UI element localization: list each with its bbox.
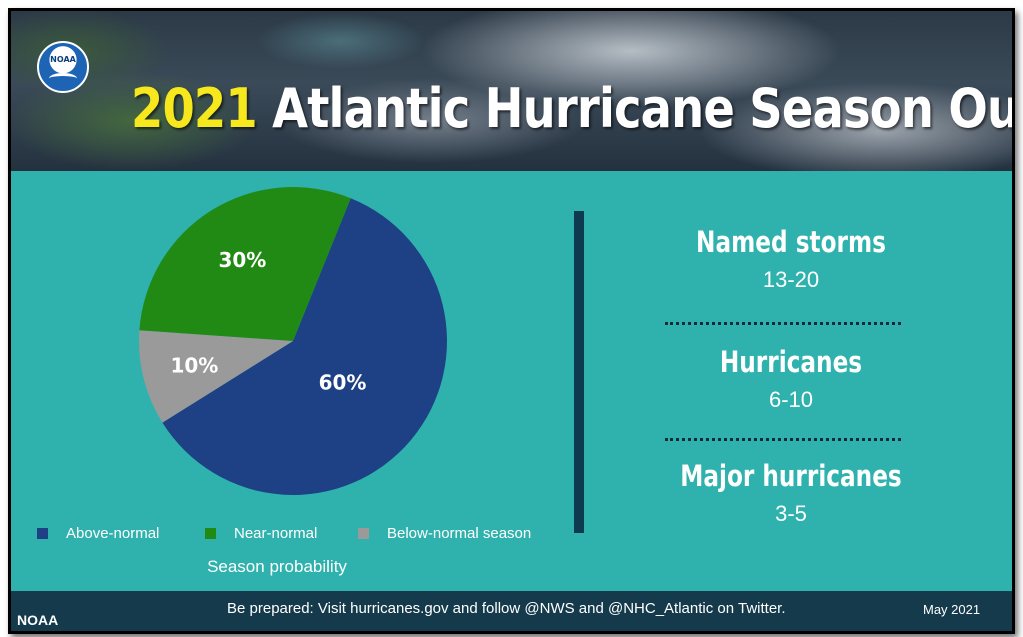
vertical-divider [574, 211, 584, 533]
stat-separator [665, 322, 901, 325]
legend-swatch-above-normal [37, 527, 48, 539]
stat-separator [665, 438, 901, 441]
page-title: 2021 Atlantic Hurricane Season Outlook [131, 69, 1012, 149]
pie-label-below-normal: 10% [170, 354, 218, 378]
footer-org: NOAA [17, 612, 59, 628]
title-text: Atlantic Hurricane Season Outlook [272, 77, 1012, 140]
footer-bar: NOAA Be prepared: Visit hurricanes.gov a… [11, 591, 1012, 631]
logo-text: NOAA [50, 55, 76, 64]
pie-label-near-normal: 30% [218, 248, 266, 272]
title-year: 2021 [131, 77, 258, 140]
pie-label-above-normal: 60% [319, 371, 367, 395]
pie-chart: 60% 10% 30% [139, 186, 447, 495]
header-banner: NOAA 2021 Atlantic Hurricane Season Outl… [11, 11, 1012, 171]
stat-value-named-storms: 13-20 [762, 267, 820, 292]
pie-slice-near-normal [139, 186, 351, 341]
footer-date: May 2021 [923, 602, 981, 617]
chart-xlabel: Season probability [207, 557, 347, 576]
legend-swatch-near-normal [205, 527, 216, 539]
legend-label-below-normal: Below-normal season [387, 524, 532, 542]
stat-label-named-storms: Named storms [696, 225, 886, 259]
legend-label-near-normal: Near-normal [234, 524, 318, 542]
legend-item-below-normal: Below-normal season [358, 523, 531, 543]
pie-slice-above-normal [162, 198, 447, 495]
footer-message: Be prepared: Visit hurricanes.gov and fo… [227, 600, 786, 617]
stat-value-major-hurricanes: 3-5 [775, 501, 807, 526]
stat-label-hurricanes: Hurricanes [719, 345, 863, 379]
noaa-logo: NOAA [37, 41, 89, 93]
legend-item-near-normal: Near-normal [205, 523, 317, 543]
chart-legend: Above-normal Near-normal Below-normal se… [37, 523, 557, 543]
legend-item-above-normal: Above-normal [37, 523, 159, 543]
stat-label-major-hurricanes: Major hurricanes [680, 459, 902, 493]
infographic-frame: NOAA 2021 Atlantic Hurricane Season Outl… [8, 8, 1015, 634]
gull-icon [49, 73, 77, 84]
legend-label-above-normal: Above-normal [66, 524, 160, 542]
pie-slice-below-normal [139, 330, 293, 423]
stat-value-hurricanes: 6-10 [768, 387, 814, 412]
legend-swatch-below-normal [358, 527, 369, 539]
